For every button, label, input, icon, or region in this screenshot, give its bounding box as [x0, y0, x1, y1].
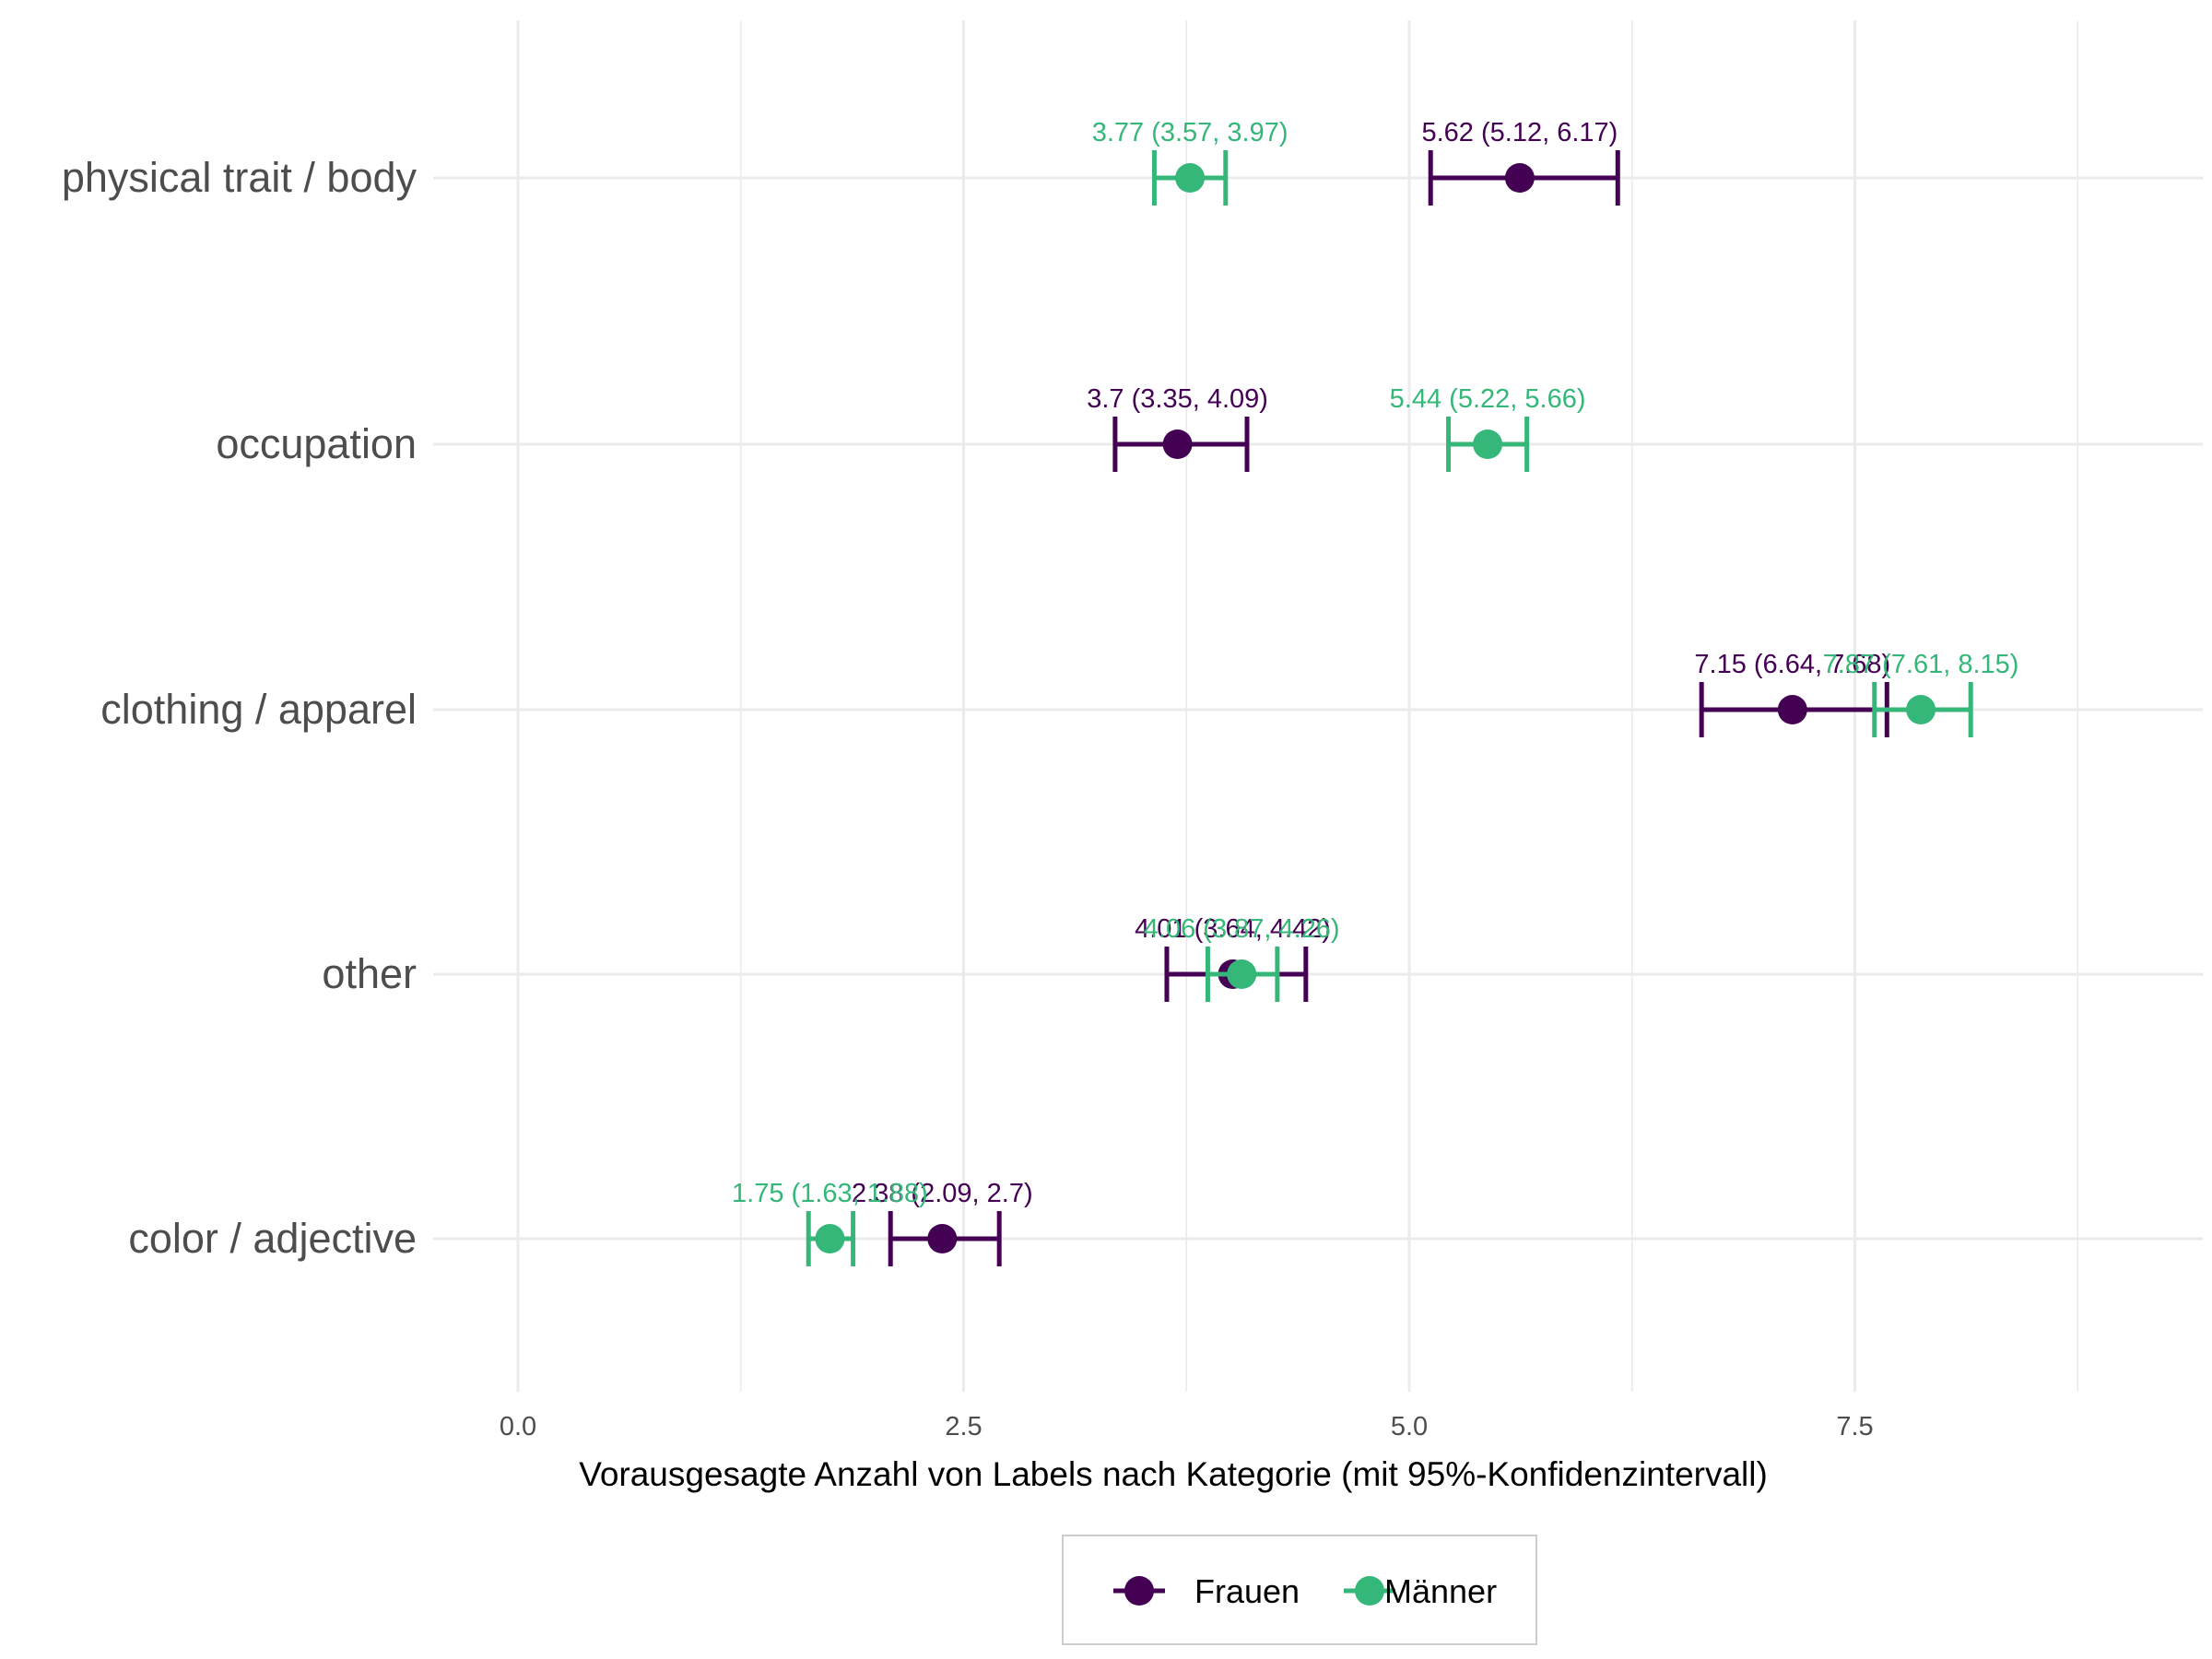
data-label: 4.06 (3.87, 4.26)	[1144, 914, 1340, 944]
data-label: 4.01 (3.64, 4.42)	[1135, 914, 1331, 944]
category-labels: physical trait / body occupation clothing …	[62, 154, 418, 1262]
estimate-point	[927, 1224, 958, 1253]
x-tick-labels: 0.0 2.5 5.0 7.5	[500, 1412, 1874, 1441]
estimate-point	[815, 1224, 845, 1253]
x-axis-title: Vorausgesagte Anzahl von Labels nach Kat…	[579, 1455, 1768, 1493]
series-Männer	[806, 150, 1973, 1266]
category-label: other	[322, 950, 417, 997]
legend-key-point	[1124, 1576, 1154, 1606]
estimate-point	[1504, 163, 1535, 193]
estimate-point	[1777, 695, 1807, 724]
legend-item-Frauen: Frauen	[1113, 1572, 1300, 1610]
data-label: 1.75 (1.63, 1.88)	[732, 1179, 928, 1208]
legend-label: Frauen	[1194, 1572, 1300, 1610]
estimate-point	[1473, 429, 1503, 459]
x-tick-label: 5.0	[1391, 1412, 1428, 1441]
estimate-point	[1227, 959, 1257, 989]
data-label: 7.87 (7.61, 8.15)	[1823, 650, 2019, 679]
data-labels: 5.62 (5.12, 6.17) 3.7 (3.35, 4.09) 7.15 (6…	[732, 118, 2018, 1208]
data-label: 2.38 (2.09, 2.7)	[852, 1179, 1033, 1208]
legend-label: Männer	[1384, 1572, 1497, 1610]
x-tick-label: 7.5	[1836, 1412, 1873, 1441]
data-label: 7.15 (6.64, 7.68)	[1694, 650, 1890, 679]
legend-item-Männer: Männer	[1344, 1572, 1497, 1610]
x-tick-label: 2.5	[945, 1412, 982, 1441]
estimate-point	[1175, 163, 1206, 193]
data-label: 3.7 (3.35, 4.09)	[1087, 384, 1268, 414]
data-label: 5.62 (5.12, 6.17)	[1421, 118, 1618, 147]
data-label: 5.44 (5.22, 5.66)	[1390, 384, 1586, 414]
estimate-point	[1906, 695, 1936, 724]
category-label: color / adjective	[128, 1215, 417, 1262]
data-series	[806, 150, 1973, 1266]
estimate-point	[1162, 429, 1193, 459]
category-label: occupation	[216, 420, 417, 467]
category-label: clothing / apparel	[100, 686, 417, 733]
legend-key-point	[1355, 1576, 1384, 1606]
data-label: 3.77 (3.57, 3.97)	[1092, 118, 1288, 147]
legend: Frauen Männer	[1062, 1535, 1537, 1645]
category-label: physical trait / body	[62, 154, 418, 201]
grid-lines	[433, 20, 2203, 1392]
x-tick-label: 0.0	[500, 1412, 536, 1441]
